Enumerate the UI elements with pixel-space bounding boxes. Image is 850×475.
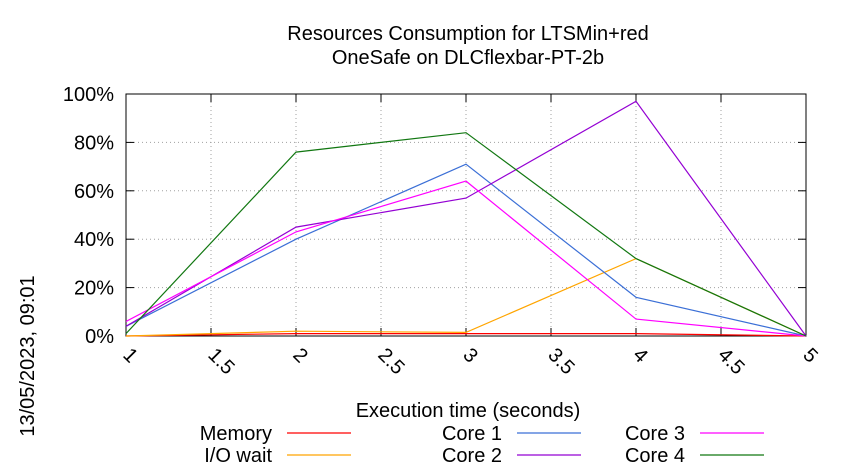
legend-label-core-2: Core 2	[442, 445, 502, 467]
x-tick-label: 3.5	[543, 344, 578, 379]
legend-label-core-3: Core 3	[625, 423, 685, 445]
y-tick-label: 0%	[85, 326, 114, 348]
legend-label-i-o-wait: I/O wait	[204, 445, 272, 467]
x-tick-label: 2.5	[373, 344, 408, 379]
grid-lines	[126, 94, 806, 336]
x-axis-label: Execution time (seconds)	[356, 400, 581, 422]
x-tick-label: 4	[628, 344, 651, 367]
y-axis-ticks: 0% 20% 40% 60% 80% 100%	[63, 84, 806, 348]
series-line-core-3	[125, 180, 807, 337]
x-tick-label: 4.5	[713, 344, 748, 379]
series-line-core-1	[125, 163, 807, 337]
series-line-memory	[125, 333, 807, 337]
timestamp-label: 13/05/2023, 09:01	[17, 275, 39, 436]
x-tick-label: 1.5	[203, 344, 238, 379]
y-tick-label: 40%	[74, 229, 114, 251]
chart-title-line1: Resources Consumption for LTSMin+red	[287, 23, 648, 45]
y-tick-label: 60%	[74, 181, 114, 203]
series-lines	[125, 100, 807, 337]
chart-title-line2: OneSafe on DLCflexbar-PT-2b	[332, 47, 604, 69]
legend-label-core-4: Core 4	[625, 445, 685, 467]
legend-label-memory: Memory	[200, 423, 272, 445]
y-tick-label: 80%	[74, 132, 114, 154]
x-tick-label: 3	[458, 344, 481, 367]
x-tick-label: 2	[288, 344, 311, 367]
y-tick-label: 100%	[63, 84, 114, 106]
series-line-core-2	[125, 100, 807, 337]
y-tick-label: 20%	[74, 278, 114, 300]
x-tick-label: 5	[798, 344, 821, 367]
series-line-core-4	[125, 132, 807, 337]
x-tick-label: 1	[118, 344, 141, 367]
legend-label-core-1: Core 1	[442, 423, 502, 445]
